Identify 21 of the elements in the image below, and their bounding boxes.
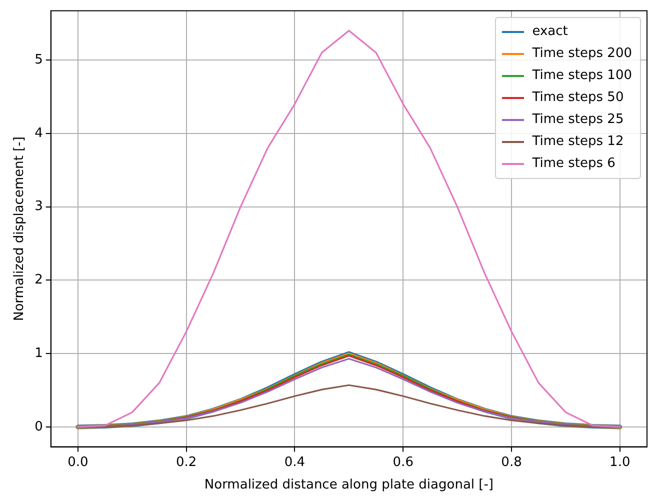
y-tick-label: 1 <box>34 346 43 361</box>
legend-label: Time steps 6 <box>532 156 616 172</box>
y-tick-label: 2 <box>34 272 43 288</box>
legend-label: Time steps 12 <box>532 134 624 150</box>
y-tick-label: 0 <box>34 419 43 434</box>
y-axis-title: Normalized displacement [-] <box>12 136 28 322</box>
y-tick-label: 5 <box>34 52 43 68</box>
y-tick-label: 4 <box>34 126 43 141</box>
legend-label: Time steps 200 <box>532 46 632 62</box>
legend-label: Time steps 50 <box>532 90 624 106</box>
x-axis-title: Normalized distance along plate diagonal [-] <box>204 478 494 493</box>
x-tick-label: 0.8 <box>501 454 522 470</box>
x-tick-label: 0.0 <box>68 454 88 470</box>
legend-label: Time steps 25 <box>532 112 624 128</box>
x-tick-label: 1.0 <box>610 454 630 470</box>
x-tick-label: 0.4 <box>284 454 306 470</box>
x-tick-label: 0.2 <box>176 454 197 470</box>
legend-label: Time steps 100 <box>532 68 632 84</box>
x-tick-label: 0.6 <box>392 454 414 470</box>
y-tick-label: 3 <box>34 199 43 214</box>
legend-label: exact <box>532 24 568 40</box>
